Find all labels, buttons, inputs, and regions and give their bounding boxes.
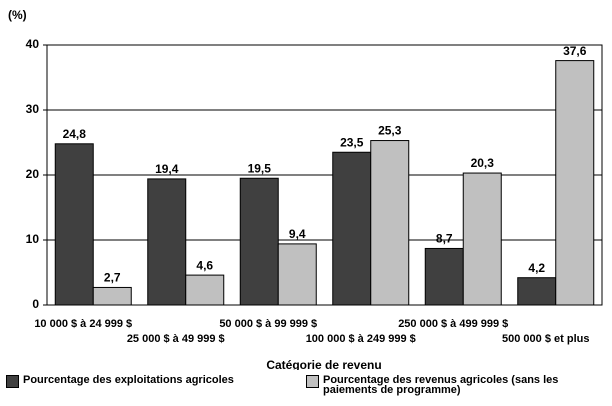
value-label: 37,6 — [563, 44, 587, 58]
bar — [54, 143, 94, 306]
legend-label: Pourcentage des exploitations agricoles — [23, 374, 234, 386]
y-tick-label: 20 — [26, 167, 40, 181]
y-unit: (%) — [8, 8, 27, 22]
plot-frame — [46, 44, 603, 306]
x-tick-label: 50 000 $ à 99 999 $ — [219, 318, 317, 330]
bar — [185, 274, 225, 306]
chart: (%) Catégorie de revenu 0 10 20 30 40 10 000 … — [8, 8, 603, 372]
value-label: 23,5 — [340, 135, 364, 149]
value-label: 19,5 — [248, 161, 272, 175]
x-tick-label: 250 000 $ à 499 999 $ — [398, 318, 508, 330]
legend-item: Pourcentage des revenus agricoles (sans … — [306, 374, 606, 396]
value-label: 2,7 — [104, 271, 121, 285]
bar — [239, 177, 279, 306]
value-label: 9,4 — [289, 227, 306, 241]
bar — [370, 140, 410, 306]
value-label: 25,3 — [378, 124, 402, 138]
bar — [555, 60, 595, 306]
legend-swatch — [6, 375, 19, 388]
legend-label: Pourcentage des revenus agricoles (sans … — [323, 374, 559, 396]
x-axis-label: Catégorie de revenu — [266, 358, 381, 370]
value-label: 19,4 — [155, 162, 179, 176]
legend-item: Pourcentage des exploitations agricoles — [6, 375, 306, 388]
y-tick-label: 0 — [32, 297, 39, 311]
bar — [462, 172, 502, 306]
value-label: 20,3 — [471, 156, 495, 170]
value-label: 8,7 — [436, 232, 453, 246]
x-tick-label: 500 000 $ et plus — [502, 333, 589, 345]
x-tick-label: 100 000 $ à 249 999 $ — [306, 333, 416, 345]
bar — [92, 286, 132, 306]
legend-swatch — [306, 375, 319, 388]
x-tick-label: 10 000 $ à 24 999 $ — [34, 318, 132, 330]
x-tick-label: 25 000 $ à 49 999 $ — [127, 333, 225, 345]
y-tick-label: 40 — [26, 37, 40, 51]
bar — [424, 247, 464, 306]
bar — [517, 277, 557, 306]
y-tick-label: 30 — [26, 102, 40, 116]
value-label: 24,8 — [63, 127, 87, 141]
bar — [277, 243, 317, 306]
value-label: 4,6 — [196, 258, 213, 272]
y-tick-label: 10 — [26, 232, 40, 246]
bar — [147, 178, 187, 306]
value-label: 4,2 — [528, 261, 545, 275]
bar — [332, 151, 372, 306]
